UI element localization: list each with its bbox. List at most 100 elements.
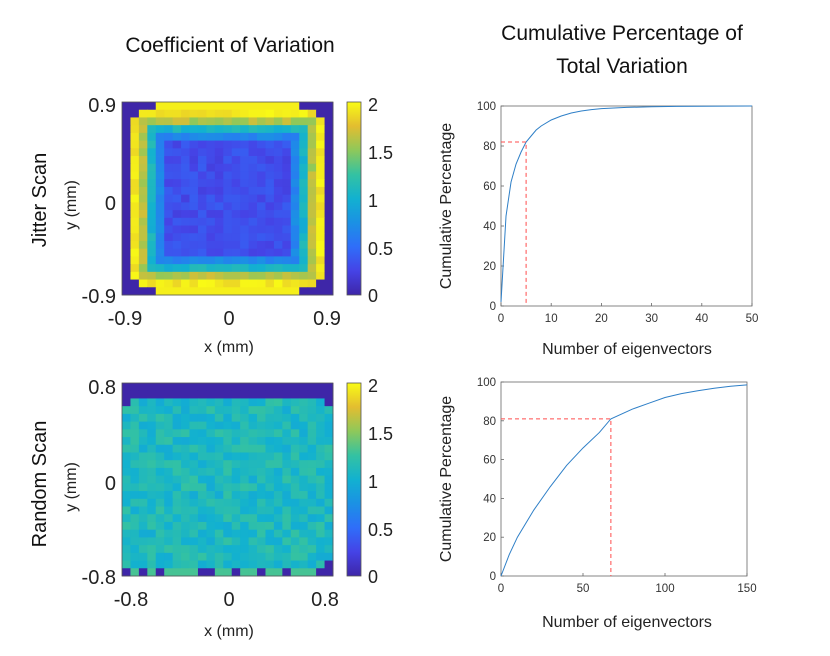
heatmap-cell bbox=[265, 287, 275, 296]
heatmap-cell bbox=[155, 233, 165, 242]
heatmap-cell bbox=[155, 287, 165, 296]
heatmap-cell bbox=[214, 483, 224, 492]
heatmap-cell bbox=[181, 240, 190, 250]
heatmap-cell bbox=[290, 202, 300, 211]
heatmap-cell bbox=[181, 156, 190, 165]
heatmap-cell bbox=[282, 475, 292, 484]
heatmap-cell bbox=[197, 483, 207, 492]
heatmap-cell bbox=[206, 552, 216, 561]
heatmap-cell bbox=[231, 171, 241, 180]
heatmap-cell bbox=[299, 529, 309, 538]
heatmap-cell bbox=[147, 210, 157, 219]
heatmap-cell bbox=[282, 537, 292, 546]
heatmap-cell bbox=[307, 467, 317, 477]
heatmap-cell bbox=[324, 109, 334, 118]
heatmap-cell bbox=[181, 202, 190, 211]
heatmap-cell bbox=[324, 452, 334, 461]
random-cbar-tick-1: 1 bbox=[368, 472, 378, 492]
heatmap-cell bbox=[265, 140, 275, 149]
heatmap-cell bbox=[164, 256, 174, 265]
heatmap-cell bbox=[122, 529, 131, 538]
heatmap-cell bbox=[138, 560, 148, 569]
heatmap-cell bbox=[206, 264, 216, 273]
heatmap-cell bbox=[257, 452, 266, 461]
heatmap-cell bbox=[130, 406, 140, 415]
heatmap-cell bbox=[189, 491, 199, 500]
heatmap-cell bbox=[316, 171, 325, 180]
heatmap-cell bbox=[147, 383, 157, 392]
heatmap-cell bbox=[155, 217, 165, 226]
heatmap-cell bbox=[147, 240, 157, 250]
heatmap-cell bbox=[324, 186, 334, 196]
heatmap-cell bbox=[122, 132, 131, 141]
heatmap-cell bbox=[130, 117, 140, 126]
heatmap-cell bbox=[307, 413, 317, 422]
heatmap-cell bbox=[240, 444, 249, 453]
heatmap-cell bbox=[223, 475, 233, 484]
heatmap-cell bbox=[290, 287, 300, 296]
heatmap-cell bbox=[299, 452, 309, 461]
heatmap-cell bbox=[181, 271, 190, 280]
heatmap-cell bbox=[265, 475, 275, 484]
heatmap-cell bbox=[155, 460, 165, 469]
heatmap-cell bbox=[122, 202, 131, 211]
heatmap-cell bbox=[172, 529, 182, 538]
heatmap-cell bbox=[172, 194, 182, 203]
heatmap-cell bbox=[316, 406, 325, 415]
heatmap-cell bbox=[240, 271, 249, 280]
heatmap-cell bbox=[257, 390, 266, 399]
heatmap-cell bbox=[181, 194, 190, 203]
heatmap-cell bbox=[299, 256, 309, 265]
heatmap-cell bbox=[299, 406, 309, 415]
heatmap-cell bbox=[147, 560, 157, 569]
heatmap-cell bbox=[147, 406, 157, 415]
random-cumulative-panel: 0 50 100 150 0 20 40 60 80 100 Number of eigenvec… bbox=[438, 377, 757, 631]
heatmap-cell bbox=[231, 179, 241, 188]
heatmap-cell bbox=[214, 225, 224, 234]
heatmap-cell bbox=[248, 560, 258, 569]
heatmap-cell bbox=[240, 102, 249, 111]
heatmap-cell bbox=[240, 467, 249, 477]
heatmap-cell bbox=[248, 506, 258, 515]
heatmap-cell bbox=[231, 256, 241, 265]
heatmap-cell bbox=[290, 125, 300, 134]
heatmap-cell bbox=[248, 102, 258, 111]
heatmap-cell bbox=[231, 475, 241, 484]
heatmap-cell bbox=[282, 132, 292, 141]
heatmap-cell bbox=[231, 413, 241, 422]
heatmap-cell bbox=[307, 102, 317, 111]
jitter-cbar-tick-2: 2 bbox=[368, 95, 378, 115]
heatmap-cell bbox=[206, 109, 216, 118]
heatmap-cell bbox=[189, 483, 199, 492]
heatmap-cell bbox=[316, 109, 325, 118]
heatmap-cell bbox=[324, 264, 334, 273]
heatmap-cell bbox=[164, 132, 174, 141]
heatmap-cell bbox=[155, 179, 165, 188]
heatmap-cell bbox=[240, 117, 249, 126]
heatmap-cell bbox=[316, 498, 325, 507]
heatmap-cell bbox=[164, 460, 174, 469]
random-line-xlabel: Number of eigenvectors bbox=[542, 614, 712, 631]
heatmap-cell bbox=[273, 210, 283, 219]
heatmap-cell bbox=[164, 148, 174, 157]
jitter-line-xtick-label: 50 bbox=[746, 313, 759, 325]
heatmap-cell bbox=[138, 475, 148, 484]
heatmap-cell bbox=[307, 568, 317, 577]
heatmap-cell bbox=[130, 467, 140, 477]
jitter-ytick-top: 0.9 bbox=[88, 95, 116, 117]
heatmap-cell bbox=[138, 444, 148, 453]
heatmap-cell bbox=[189, 568, 199, 577]
heatmap-cell bbox=[181, 171, 190, 180]
heatmap-cell bbox=[181, 552, 190, 561]
heatmap-cell bbox=[214, 568, 224, 577]
heatmap-cell bbox=[248, 109, 258, 118]
heatmap-cell bbox=[172, 390, 182, 399]
heatmap-cell bbox=[257, 287, 266, 296]
heatmap-cell bbox=[316, 390, 325, 399]
heatmap-cell bbox=[172, 171, 182, 180]
heatmap-cell bbox=[265, 498, 275, 507]
heatmap-cell bbox=[240, 521, 249, 531]
heatmap-cell bbox=[164, 406, 174, 415]
heatmap-cell bbox=[206, 398, 216, 407]
heatmap-cell bbox=[240, 483, 249, 492]
